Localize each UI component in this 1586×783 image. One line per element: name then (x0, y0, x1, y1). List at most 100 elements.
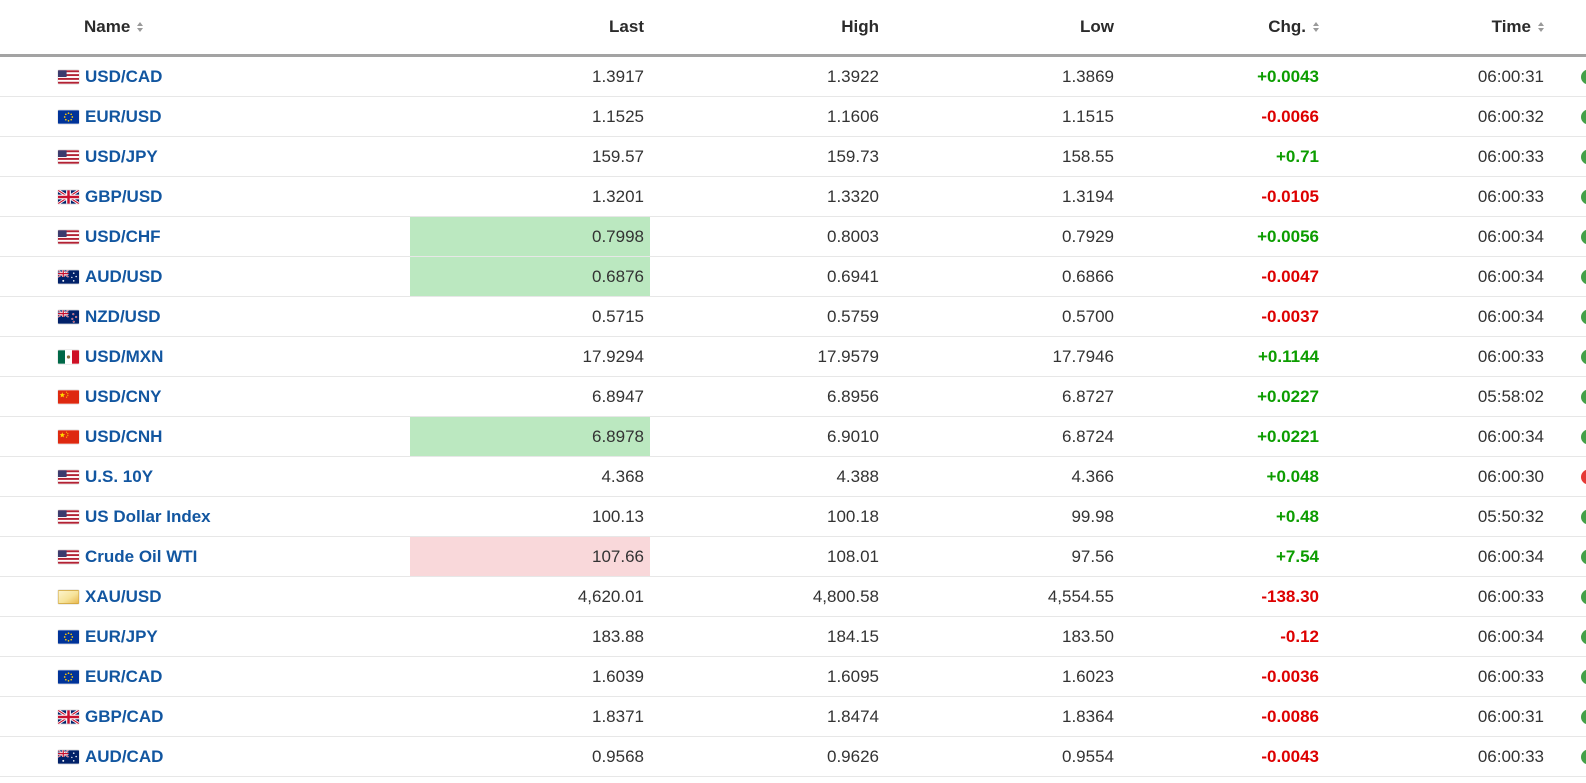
table-row: NZD/USD 0.5715 0.5759 0.5700 -0.0037 06:00:34 (0, 297, 1586, 337)
pair-link[interactable]: NZD/USD (85, 306, 161, 326)
market-clock-icon (1581, 709, 1586, 724)
pair-link[interactable]: USD/CAD (85, 66, 163, 86)
pair-link[interactable]: USD/CNH (85, 426, 163, 446)
table-row: Crude Oil WTI 107.66 108.01 97.56 +7.54 06:00… (0, 537, 1586, 577)
pair-link[interactable]: USD/MXN (85, 346, 164, 366)
flag-gold-icon (58, 589, 79, 604)
low-value: 6.8727 (1062, 386, 1114, 406)
change-value: +7.54 (1275, 546, 1319, 566)
change-value: -0.0086 (1261, 706, 1319, 726)
low-value: 4,554.55 (1047, 586, 1114, 606)
time-value: 06:00:34 (1477, 266, 1544, 286)
column-header-low[interactable]: Low (885, 17, 1120, 37)
change-value: -0.0037 (1261, 306, 1319, 326)
sort-icon[interactable] (1313, 22, 1319, 32)
instrument-cell: EUR/USD (0, 97, 410, 136)
pair-link[interactable]: EUR/USD (85, 106, 162, 126)
last-value: 1.8371 (592, 706, 644, 726)
high-value: 100.18 (827, 506, 879, 526)
instrument-cell: Crude Oil WTI (0, 537, 410, 576)
instrument-cell: EUR/JPY (0, 617, 410, 656)
table-header-row: Name Last High Low Chg. Time (0, 0, 1586, 57)
table-row: USD/CNY 6.8947 6.8956 6.8727 +0.0227 05:58:02 (0, 377, 1586, 417)
pair-link[interactable]: AUD/USD (85, 266, 163, 286)
pair-link[interactable]: US Dollar Index (85, 506, 211, 526)
flag-us-icon (58, 149, 79, 164)
market-clock-icon (1581, 509, 1586, 524)
column-header-label: Last (609, 17, 644, 36)
time-value: 06:00:31 (1477, 66, 1544, 86)
pair-link[interactable]: USD/JPY (85, 146, 158, 166)
market-clock-icon (1581, 749, 1586, 764)
low-value: 0.5700 (1062, 306, 1114, 326)
last-value: 107.66 (410, 537, 650, 576)
column-header-chg[interactable]: Chg. (1120, 17, 1325, 37)
time-value: 06:00:34 (1477, 626, 1544, 646)
high-value: 108.01 (827, 546, 879, 566)
low-value: 0.6866 (1062, 266, 1114, 286)
time-value: 05:58:02 (1477, 386, 1544, 406)
change-value: +0.48 (1275, 506, 1319, 526)
pair-link[interactable]: USD/CNY (85, 386, 162, 406)
instrument-cell: USD/JPY (0, 137, 410, 176)
pair-link[interactable]: EUR/JPY (85, 626, 158, 646)
column-header-time[interactable]: Time (1325, 17, 1550, 37)
market-clock-icon (1581, 469, 1586, 484)
pair-link[interactable]: GBP/USD (85, 186, 163, 206)
pair-link[interactable]: Crude Oil WTI (85, 546, 198, 566)
instrument-cell: AUD/CAD (0, 737, 410, 776)
sort-icon[interactable] (1538, 22, 1544, 32)
change-value: +0.0056 (1257, 226, 1319, 246)
low-value: 0.7929 (1062, 226, 1114, 246)
instrument-cell: AUD/USD (0, 257, 410, 296)
column-header-last[interactable]: Last (410, 17, 650, 37)
change-value: -0.12 (1280, 626, 1319, 646)
time-value: 06:00:30 (1477, 466, 1544, 486)
column-header-high[interactable]: High (650, 17, 885, 37)
high-value: 1.1606 (827, 106, 879, 126)
market-clock-icon (1581, 229, 1586, 244)
table-row: GBP/CAD 1.8371 1.8474 1.8364 -0.0086 06:00:31 (0, 697, 1586, 737)
low-value: 1.6023 (1062, 666, 1114, 686)
table-row: XAU/USD 4,620.01 4,800.58 4,554.55 -138.30 06… (0, 577, 1586, 617)
column-header-name[interactable]: Name (0, 17, 410, 37)
pair-link[interactable]: USD/CHF (85, 226, 161, 246)
column-header-label: Time (1491, 17, 1531, 36)
instrument-cell: US Dollar Index (0, 497, 410, 536)
pair-link[interactable]: EUR/CAD (85, 666, 163, 686)
instrument-cell: USD/CNY (0, 377, 410, 416)
table-row: USD/CNH 6.8978 6.9010 6.8724 +0.0221 06:00:34 (0, 417, 1586, 457)
table-row: AUD/CAD 0.9568 0.9626 0.9554 -0.0043 06:00:33 (0, 737, 1586, 777)
table-row: USD/CHF 0.7998 0.8003 0.7929 +0.0056 06:00:34 (0, 217, 1586, 257)
table-row: U.S. 10Y 4.368 4.388 4.366 +0.048 06:00:30 (0, 457, 1586, 497)
change-value: +0.0227 (1257, 386, 1319, 406)
low-value: 17.7946 (1052, 346, 1114, 366)
high-value: 1.8474 (827, 706, 879, 726)
pair-link[interactable]: GBP/CAD (85, 706, 164, 726)
low-value: 1.1515 (1062, 106, 1114, 126)
change-value: +0.0221 (1257, 426, 1319, 446)
table-row: AUD/USD 0.6876 0.6941 0.6866 -0.0047 06:00:34 (0, 257, 1586, 297)
time-value: 06:00:34 (1477, 546, 1544, 566)
time-value: 06:00:34 (1477, 226, 1544, 246)
last-value: 17.9294 (582, 346, 644, 366)
pair-link[interactable]: U.S. 10Y (85, 466, 154, 486)
sort-icon[interactable] (137, 22, 144, 32)
low-value: 0.9554 (1062, 746, 1114, 766)
change-value: -0.0036 (1261, 666, 1319, 686)
change-value: -0.0066 (1261, 106, 1319, 126)
low-value: 183.50 (1062, 626, 1114, 646)
instrument-cell: USD/CAD (0, 57, 410, 96)
pair-link[interactable]: XAU/USD (85, 586, 162, 606)
time-value: 06:00:33 (1477, 666, 1544, 686)
table-row: USD/JPY 159.57 159.73 158.55 +0.71 06:00:33 (0, 137, 1586, 177)
high-value: 184.15 (827, 626, 879, 646)
flag-us-icon (58, 509, 79, 524)
pair-link[interactable]: AUD/CAD (85, 746, 164, 766)
time-value: 06:00:33 (1477, 346, 1544, 366)
flag-us-icon (58, 469, 79, 484)
market-clock-icon (1581, 109, 1586, 124)
instrument-cell: GBP/CAD (0, 697, 410, 736)
high-value: 6.9010 (827, 426, 879, 446)
